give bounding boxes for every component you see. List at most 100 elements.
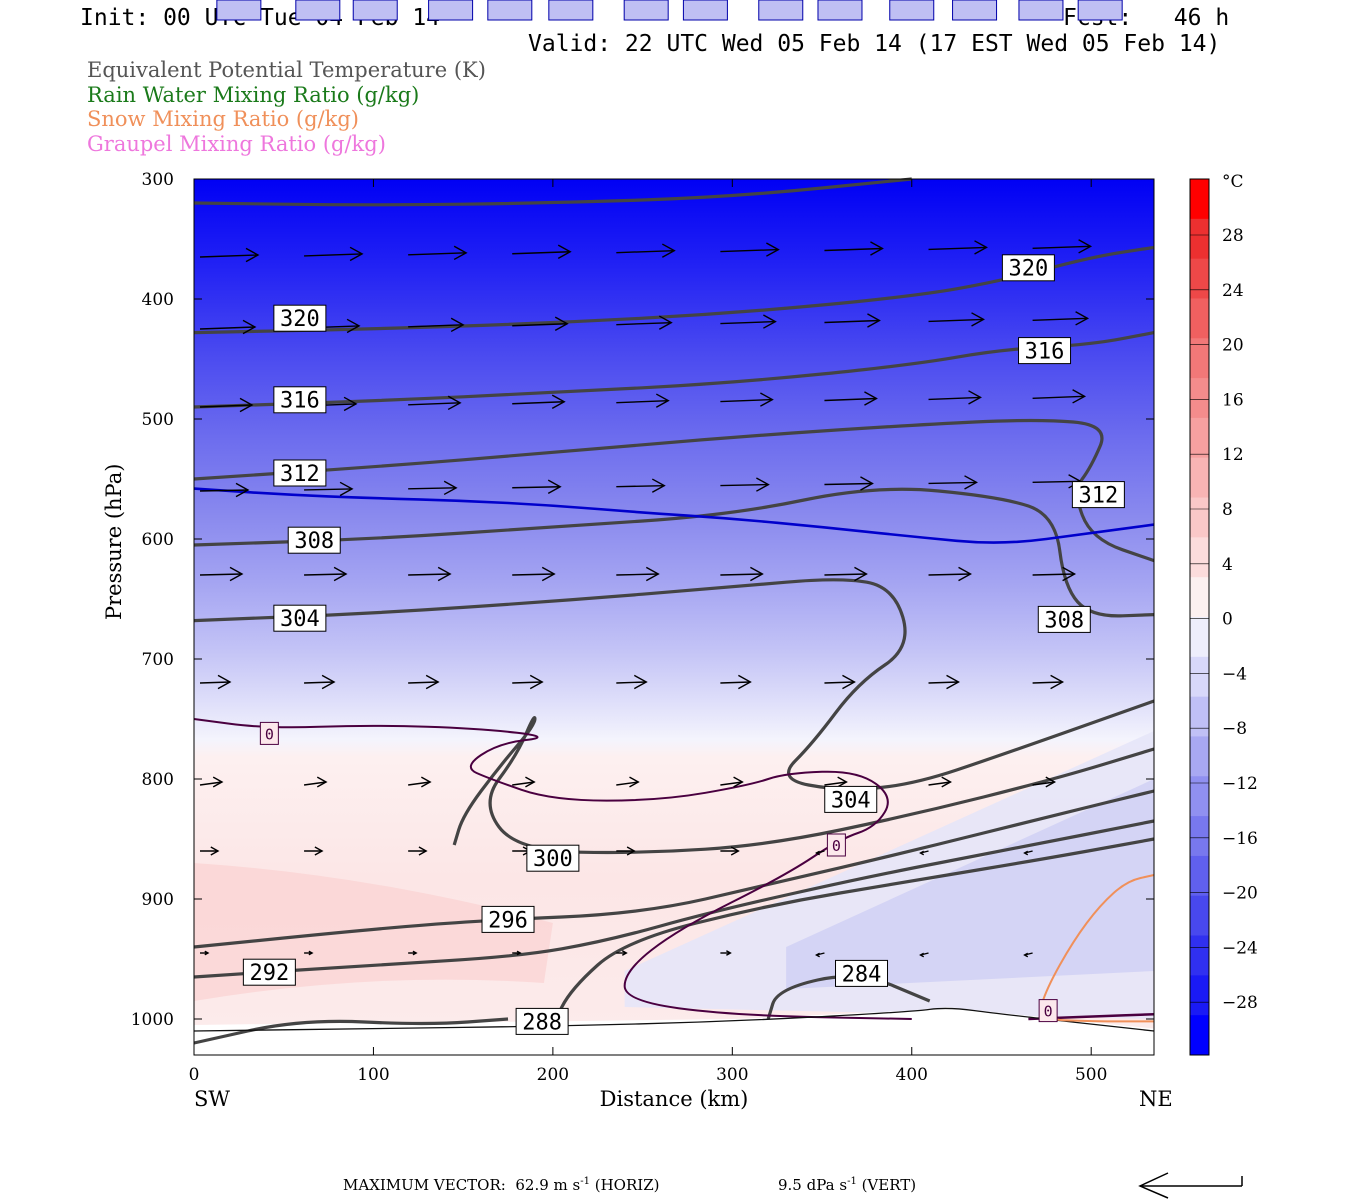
- wind-vector: [928, 776, 952, 788]
- colorbar-segment: [1190, 895, 1209, 937]
- wind-shaft: [1032, 573, 1075, 576]
- wind-head: [621, 950, 628, 956]
- colorbar-segment: [1190, 218, 1209, 260]
- theta-e-contour-312: [193, 331, 1155, 409]
- wind-head: [860, 476, 874, 491]
- theta-e-contour-284: [193, 1017, 509, 1045]
- wind-shaft: [512, 401, 565, 405]
- wind-shaft: [720, 248, 779, 253]
- wind-shaft: [824, 247, 883, 252]
- colorbar-segment: [1190, 537, 1209, 578]
- theta-e-label-308: 308: [294, 529, 334, 554]
- colorbar-tick-label: −24: [1222, 938, 1258, 958]
- wind-head: [204, 950, 210, 956]
- temp-label-minus10: -10: [767, 0, 794, 4]
- wind-vector: [512, 316, 569, 331]
- theta-e-label-320-box: [273, 304, 327, 332]
- wind-vector: [616, 950, 628, 956]
- wind-head: [551, 394, 566, 409]
- wind-head: [421, 776, 432, 788]
- wind-head: [971, 312, 985, 327]
- wind-head: [516, 950, 522, 956]
- wind-head: [425, 674, 440, 690]
- wind-shaft: [199, 404, 253, 408]
- temp-label-box: [817, 0, 863, 21]
- wind-vector: [1032, 389, 1087, 404]
- wind-vector: [824, 241, 884, 256]
- temp-label-minus10: -10: [898, 0, 925, 4]
- colorbar-segment: [1190, 417, 1209, 459]
- colorbar-tick-label: −16: [1222, 829, 1258, 849]
- wind-head: [1062, 566, 1077, 582]
- wind-vector: [1032, 776, 1057, 788]
- wind-shaft: [512, 323, 568, 327]
- temp-label-minus10: -10: [225, 0, 252, 4]
- theta-e-label-288-box: [515, 1007, 569, 1035]
- legend-snow: Snow Mixing Ratio (g/kg): [87, 107, 359, 131]
- temp-label-box: [1038, 999, 1058, 1023]
- wind-head: [726, 950, 732, 956]
- theta-e-label-312: 312: [1078, 484, 1118, 509]
- wind-head: [814, 952, 820, 958]
- wind-vector: [720, 314, 777, 329]
- wind-vector: [408, 317, 465, 333]
- wind-head: [453, 245, 468, 261]
- theta-e-contour-292: [193, 789, 1155, 949]
- colorbar-segment: [1190, 258, 1209, 299]
- wind-head: [629, 776, 640, 788]
- max-vector-vert: 9.5 dPa s-1 (VERT): [778, 1176, 917, 1194]
- wind-shaft: [720, 320, 776, 325]
- wind-vector: [919, 952, 929, 958]
- colorbar-segment: [1190, 816, 1209, 857]
- wind-shaft: [199, 681, 231, 684]
- theta-e-label-320: 320: [280, 307, 320, 332]
- wind-vector: [720, 776, 744, 788]
- theta-e-label-312-box: [1071, 481, 1125, 509]
- wind-vector: [304, 481, 354, 497]
- theta-e-label-312: 312: [280, 462, 320, 487]
- wind-head: [814, 850, 820, 856]
- colorbar-segment: [1190, 855, 1209, 897]
- x-axis-label: Distance (km): [600, 1087, 749, 1111]
- wind-shaft: [824, 781, 847, 786]
- temp-label-box: [623, 0, 669, 21]
- reference-vector-arrow: [1138, 1172, 1243, 1199]
- wind-vector: [616, 846, 636, 856]
- colorbar-segment: [1190, 179, 1209, 220]
- colorbar-tick-label: −28: [1222, 993, 1258, 1013]
- wind-vector: [1032, 239, 1093, 254]
- wind-head: [316, 776, 328, 788]
- wind-shaft: [1032, 681, 1063, 684]
- wind-vectors: [199, 239, 1093, 958]
- colorbar-segment: [1190, 577, 1209, 618]
- wind-vector: [616, 478, 666, 493]
- colorbar-segment: [1190, 975, 1209, 1016]
- surface-line: [193, 1007, 1155, 1032]
- y-tick-label: 600: [142, 530, 174, 550]
- wind-shaft: [824, 482, 873, 486]
- y-tick-label: 1000: [131, 1010, 174, 1030]
- legend-theta-e: Equivalent Potential Temperature (K): [87, 58, 486, 82]
- x-tick-label: 200: [537, 1065, 569, 1085]
- theta-e-label-292: 292: [249, 961, 289, 986]
- wind-shaft: [1032, 781, 1055, 786]
- wind-vector: [200, 846, 220, 856]
- wind-head: [339, 481, 354, 497]
- wind-head: [308, 950, 314, 956]
- wind-head: [525, 776, 536, 788]
- colorbar-tick-label: −8: [1222, 719, 1247, 739]
- wind-vector: [720, 477, 770, 492]
- wind-head: [1072, 389, 1087, 404]
- colorbar-segment: [1190, 378, 1209, 419]
- wind-head: [541, 566, 556, 582]
- wind-vector: [616, 315, 673, 330]
- temp-label-box: [952, 0, 998, 21]
- y-tick-label: 700: [142, 650, 174, 670]
- temp-label-minus10: -10: [633, 0, 660, 4]
- wind-vector: [824, 313, 881, 328]
- theta-e-contour-304: [193, 487, 1155, 618]
- wind-shaft: [304, 681, 335, 684]
- wind-shaft: [408, 402, 461, 406]
- wind-head: [837, 776, 848, 788]
